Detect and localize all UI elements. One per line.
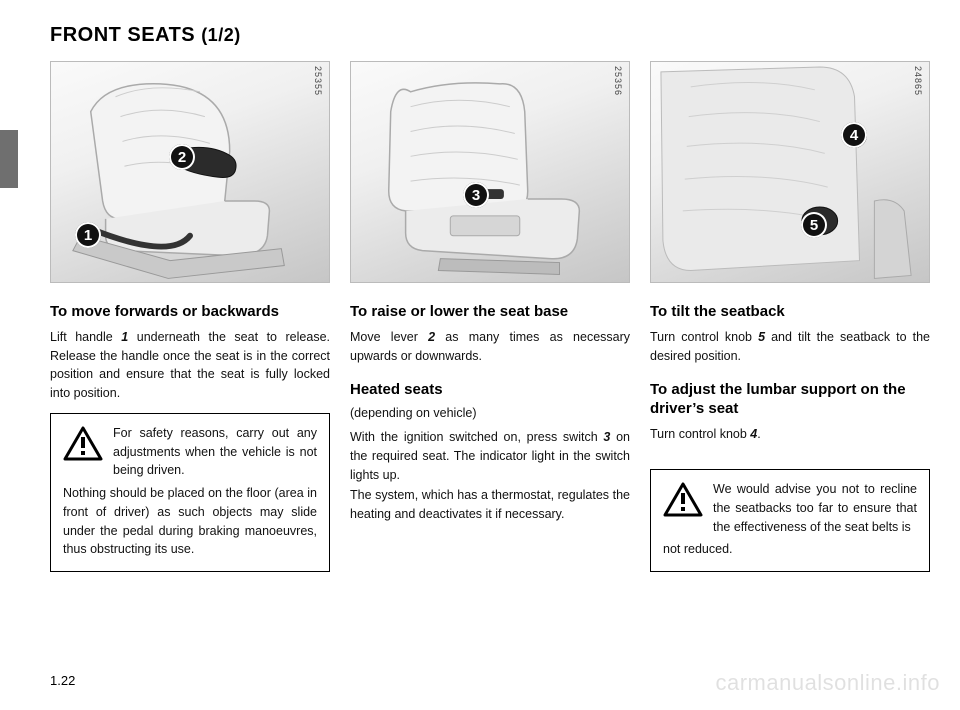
heading-heated: Heated seats — [350, 381, 630, 400]
title-main: FRONT SEATS — [50, 24, 201, 46]
seat-illustration — [351, 62, 629, 282]
text: With the ignition switched on, press swi… — [350, 430, 603, 444]
body-heated-a: With the ignition switched on, press swi… — [350, 428, 630, 484]
text: . — [757, 427, 760, 441]
seat-illustration — [51, 62, 329, 282]
callout-4: 4 — [841, 122, 867, 148]
section-tab — [0, 130, 18, 188]
body-raise: Move lever 2 as many times as neces­sary… — [350, 328, 630, 366]
callout-label: 4 — [850, 127, 858, 144]
warning-lead: For safety reasons, carry out any adjust… — [113, 424, 317, 480]
warning-recline: We would advise you not to recline the s… — [650, 469, 930, 572]
title-suffix: (1/2) — [201, 25, 241, 45]
text: Turn control knob — [650, 330, 758, 344]
image-number: 24865 — [913, 66, 923, 96]
column-middle: 25356 3 To raise or lower the seat base … — [350, 61, 630, 572]
image-number: 25356 — [613, 66, 623, 96]
callout-5: 5 — [801, 212, 827, 238]
page-number: 1.22 — [50, 673, 75, 688]
column-left: 25355 2 1 To move forwards or backwards … — [50, 61, 330, 572]
warning-icon — [663, 482, 703, 518]
callout-label: 2 — [178, 149, 186, 166]
warning-safety: For safety reasons, carry out any adjust… — [50, 413, 330, 572]
seat-illustration — [651, 62, 929, 282]
text: Move lever — [350, 330, 428, 344]
body-move: Lift handle 1 underneath the seat to rel… — [50, 328, 330, 403]
body-heated-b: The system, which has a thermostat, regu… — [350, 486, 630, 524]
body-tilt: Turn control knob 5 and tilt the seat­ba… — [650, 328, 930, 366]
page-title: FRONT SEATS (1/2) — [50, 24, 930, 47]
image-number: 25355 — [313, 66, 323, 96]
callout-3: 3 — [463, 182, 489, 208]
heading-tilt: To tilt the seatback — [650, 303, 930, 322]
warning-tail: not reduced. — [663, 540, 917, 559]
warning-tail: Nothing should be placed on the floor (a… — [63, 484, 317, 559]
column-right: 24865 4 5 To tilt the seatback Turn cont… — [650, 61, 930, 572]
callout-label: 5 — [810, 217, 818, 234]
heading-raise: To raise or lower the seat base — [350, 303, 630, 322]
manual-page: FRONT SEATS (1/2) 25355 2 1 To move forw… — [50, 24, 930, 572]
figure-raise-seat: 25356 3 — [350, 61, 630, 283]
callout-label: 3 — [472, 187, 480, 204]
watermark: carmanualsonline.info — [715, 670, 940, 696]
callout-2: 2 — [169, 144, 195, 170]
callout-label: 1 — [84, 227, 92, 244]
figure-move-seat: 25355 2 1 — [50, 61, 330, 283]
body-lumbar: Turn control knob 4. — [650, 425, 930, 444]
columns: 25355 2 1 To move forwards or backwards … — [50, 61, 930, 572]
ref-num: 5 — [758, 330, 765, 344]
heading-move: To move forwards or backwards — [50, 303, 330, 322]
warning-lead: We would advise you not to recline the s… — [713, 480, 917, 536]
text: Lift handle — [50, 330, 121, 344]
callout-1: 1 — [75, 222, 101, 248]
text: Turn control knob — [650, 427, 750, 441]
heading-lumbar: To adjust the lumbar support on the driv… — [650, 381, 930, 419]
figure-tilt-seat: 24865 4 5 — [650, 61, 930, 283]
sub-heated: (depending on vehicle) — [350, 406, 630, 420]
warning-icon — [63, 426, 103, 462]
